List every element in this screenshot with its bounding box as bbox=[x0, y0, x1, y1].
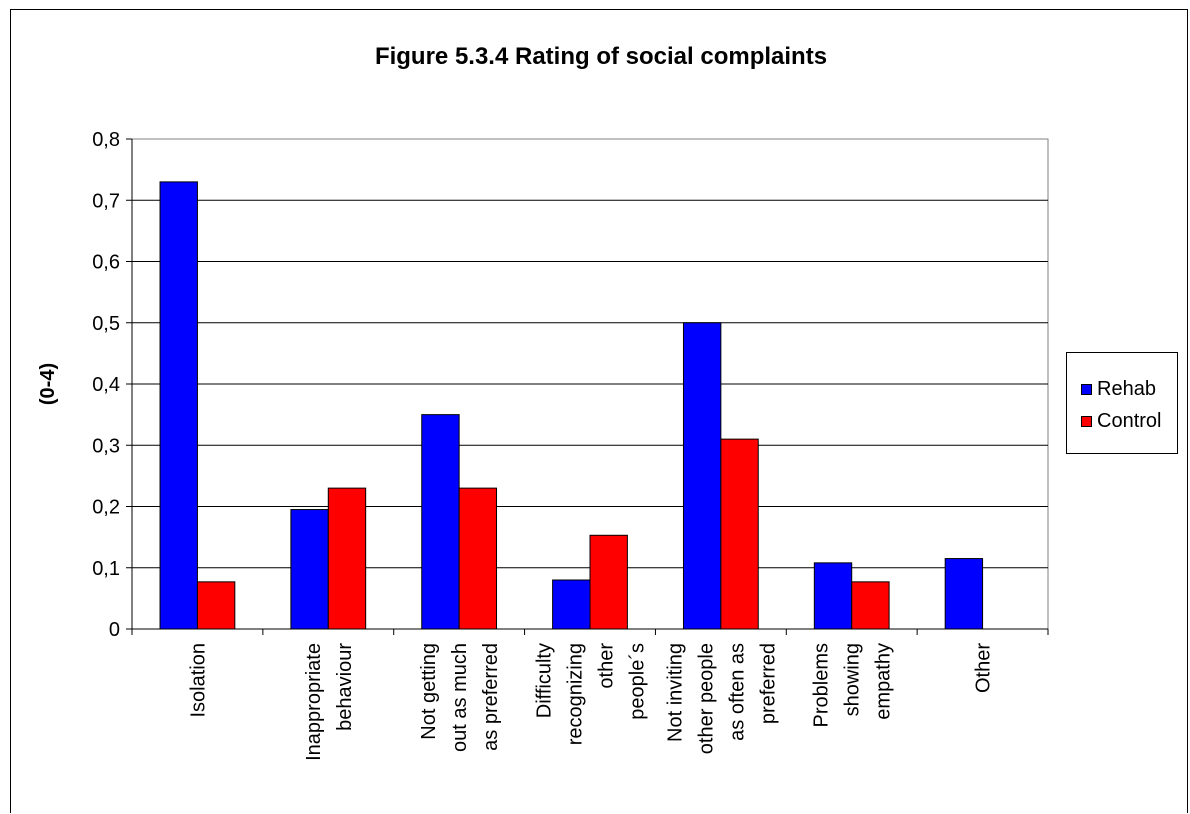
x-tick-label: Problems bbox=[811, 643, 833, 727]
y-tick-label: 0,2 bbox=[92, 497, 120, 519]
x-tick-label: other bbox=[596, 643, 618, 689]
y-tick-labels: 0 0,1 0,2 0,3 0,4 0,5 0,6 0,7 0,8 bbox=[92, 129, 120, 641]
x-tick-label: as often as bbox=[726, 643, 748, 741]
x-tick-label: other people bbox=[695, 643, 717, 754]
y-tick-label: 0,7 bbox=[92, 190, 120, 212]
gridlines bbox=[132, 199, 1048, 569]
x-tick-label: behaviour bbox=[334, 643, 356, 731]
bar-control-4 bbox=[720, 438, 759, 630]
x-tick-label: out as much bbox=[449, 643, 471, 752]
legend-item-rehab: Rehab bbox=[1081, 377, 1156, 401]
bar-control-1 bbox=[327, 487, 367, 630]
legend-swatch-rehab bbox=[1081, 383, 1092, 395]
bars bbox=[159, 181, 984, 630]
x-tick-label: people´s bbox=[627, 643, 649, 720]
x-tick-label: Not inviting bbox=[664, 643, 686, 742]
bar-rehab-4 bbox=[682, 322, 722, 630]
bar-control-5 bbox=[851, 581, 890, 630]
x-tick-label: Isolation bbox=[187, 643, 209, 718]
bar-rehab-1 bbox=[290, 509, 329, 630]
legend-swatch-control bbox=[1081, 415, 1092, 427]
y-tick-label: 0,5 bbox=[92, 313, 120, 335]
x-tick-label: as preferred bbox=[480, 643, 502, 751]
y-tick-label: 0,1 bbox=[92, 558, 120, 580]
x-tick-label: Not getting bbox=[418, 643, 440, 740]
legend-label-control: Control bbox=[1097, 409, 1162, 432]
y-tick-label: 0,8 bbox=[92, 129, 120, 151]
bar-rehab-5 bbox=[813, 562, 853, 630]
x-tick-label: preferred bbox=[757, 643, 779, 724]
x-tick-label: recognizing bbox=[565, 643, 587, 745]
bar-rehab-6 bbox=[944, 558, 984, 630]
y-tick-label: 0,4 bbox=[92, 374, 120, 396]
y-tick-label: 0 bbox=[109, 619, 120, 641]
legend: Rehab Control bbox=[1066, 352, 1178, 454]
bar-control-0 bbox=[196, 581, 236, 630]
chart-frame bbox=[10, 9, 1188, 813]
x-tick-label: Inappropriate bbox=[303, 643, 325, 761]
y-tick-label: 0,6 bbox=[92, 252, 120, 274]
legend-item-control: Control bbox=[1081, 409, 1161, 433]
bar-control-2 bbox=[458, 487, 498, 630]
bar-rehab-0 bbox=[159, 181, 198, 630]
y-tick-label: 0,3 bbox=[92, 435, 120, 457]
x-tick-labels: Isolation Inappropriate behaviour Not getti… bbox=[187, 643, 994, 761]
x-tick-label: Difficulty bbox=[534, 643, 556, 718]
axes bbox=[126, 138, 1049, 635]
bar-rehab-3 bbox=[552, 579, 591, 630]
x-tick-label: empathy bbox=[873, 643, 895, 720]
bar-rehab-2 bbox=[421, 414, 460, 630]
legend-label-rehab: Rehab bbox=[1097, 377, 1156, 400]
bar-control-3 bbox=[589, 534, 628, 630]
chart-title: Figure 5.3.4 Rating of social complaints bbox=[375, 43, 827, 70]
y-axis-label: (0-4) bbox=[37, 363, 59, 405]
x-tick-label: Other bbox=[973, 643, 995, 693]
x-tick-label: showing bbox=[842, 643, 864, 716]
